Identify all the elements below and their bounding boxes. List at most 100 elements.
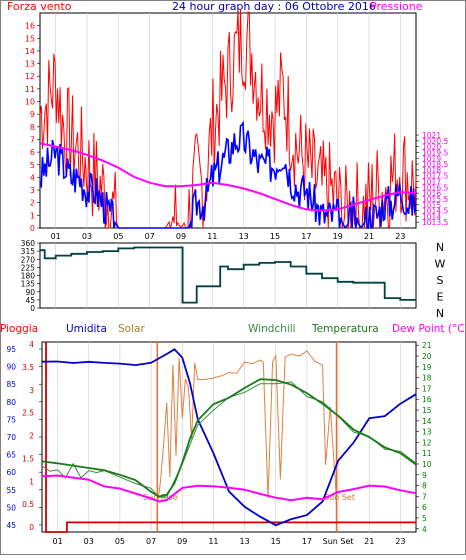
humidity-y-tick-label: 60 [6,468,16,477]
humidity-y-tick-label: 70 [6,433,16,442]
temp-y-tick-label: 18 [422,374,432,383]
pressure-y-tick-label: 1015 [422,201,441,210]
legend-label: Solar [118,323,145,335]
wind-pressure-panel: 01 03 05 07 09 11 13 15 17 19 21 230123456789101112… [25,9,448,241]
temp-x-tick-label: 09 [177,537,187,546]
direction-y-tick-label: 360 [21,239,36,248]
wind-axis-title: Forza vento [7,0,72,13]
compass-label: N [436,241,444,254]
direction-y-tick-label: 90 [25,288,35,297]
temp-plot-area [41,341,417,533]
pressure-y-tick-label: 1016.5 [422,183,448,192]
wind-y-tick-label: 12 [25,72,35,81]
wind-average-line [39,120,417,229]
wind-y-tick-label: 16 [25,22,35,31]
temp-humidity-panel: Pioggia Umidita Solar Windchill Temperatura D… [0,323,466,546]
wind-series-group [39,9,417,230]
temp-y-tick-label: 20 [422,352,432,361]
wind-x-tick-label: 15 [270,232,280,241]
pressure-y-tick-label: 1013.5 [422,218,448,227]
wind-y-tick-label: 9 [30,110,35,119]
rain-y-tick-label: 0 [29,523,34,532]
temp-y-tick-label: 14 [422,417,432,426]
temp-y-tick-label: 4 [422,525,427,534]
temperature-line [41,378,417,498]
direction-y-tick-label: 0 [30,304,35,313]
humidity-y-tick-label: 95 [6,345,16,354]
humidity-y-tick-label: 90 [6,363,16,372]
sun-marker-label: Sun Set [324,493,355,502]
wind-y-tick-label: 15 [25,34,35,43]
temp-y-tick-label: 7 [422,492,427,501]
pressure-y-tick-label: 1019 [422,154,441,163]
temp-y-tick-label: 10 [422,460,432,469]
temp-x-tick-label: 23 [395,537,405,546]
wind-y-tick-label: 10 [25,98,35,107]
temp-y-tick-label: 6 [422,503,427,512]
temp-x-tick-label: 13 [239,537,249,546]
humidity-y-tick-label: 55 [6,486,16,495]
wind-y-tick-label: 1 [30,211,35,220]
humidity-y-tick-label: 45 [6,521,16,530]
direction-y-tick-label: 180 [21,272,36,281]
direction-series-group [40,246,416,304]
wind-x-tick-label: 23 [395,232,405,241]
wind-y-tick-label: 14 [25,47,35,56]
wind-y-tick-label: 3 [30,186,35,195]
temp-y-tick-label: 15 [422,406,432,415]
solar-line [156,350,337,506]
temp-y-tick-label: 19 [422,363,432,372]
temp-x-tick-label: 03 [84,537,94,546]
rain-y-tick-label: 0.5 [22,500,34,509]
direction-plot-area [39,242,417,309]
compass-label: W [435,258,446,271]
wind-x-tick-label: 21 [364,232,374,241]
pressure-y-tick-label: 1014.5 [422,207,448,216]
temp-series-group: Sun Rise Sun Set [41,342,417,533]
humidity-y-tick-label: 85 [6,380,16,389]
wind-y-tick-label: 13 [25,60,35,69]
rain-y-tick-label: 1 [29,477,34,486]
humidity-y-tick-label: 50 [6,503,16,512]
temp-y-tick-label: 9 [422,471,427,480]
pressure-y-tick-label: 1014 [422,212,441,221]
temp-y-tick-label: 5 [422,514,427,523]
rain-y-tick-label: 2.5 [22,409,34,418]
temp-grid [57,342,401,532]
pressure-y-tick-label: 1015.5 [422,195,448,204]
direction-y-tick-label: 45 [25,296,35,305]
wind-x-tick-label: 09 [176,232,186,241]
temp-y-tick-label: 13 [422,428,432,437]
direction-grid [55,243,401,308]
direction-y-tick-label: 315 [21,247,36,256]
pressure-y-tick-label: 1020.5 [422,137,448,146]
wind-x-tick-label: 01 [51,232,61,241]
rain-y-tick-label: 3 [29,386,34,395]
wind-x-tick-label: 19 [333,232,343,241]
temp-x-tick-label: 01 [52,537,62,546]
wind-y-tick-label: 6 [30,148,35,157]
direction-y-tick-label: 270 [21,255,36,264]
rain-y-tick-label: 3.5 [22,363,34,372]
temp-y-tick-label: 8 [422,482,427,491]
pressure-y-tick-label: 1016 [422,189,441,198]
temp-axes-group: 01 03 05 07 09 11 13 15 17 Sun Set 21 23 0 0.5 1 1.5 2 2.… [6,340,431,546]
temp-x-tick-label: Sun Set [323,537,354,546]
pressure-y-tick-label: 1019.5 [422,148,448,157]
wind-y-tick-label: 11 [25,85,35,94]
temp-y-tick-label: 17 [422,384,432,393]
temp-x-tick-label: 11 [208,537,218,546]
compass-label: N [436,307,444,320]
wind-y-tick-label: 8 [30,123,35,132]
wind-direction-line [40,246,416,304]
compass-label: E [437,291,444,304]
pressure-axis-title: Pressione [370,0,423,13]
wind-y-tick-label: 0 [30,224,35,233]
wind-x-tick-label: 05 [113,232,123,241]
dewpoint-line [41,474,417,503]
legend-label: Windchill [248,323,296,335]
wind-x-tick-label: 11 [207,232,217,241]
